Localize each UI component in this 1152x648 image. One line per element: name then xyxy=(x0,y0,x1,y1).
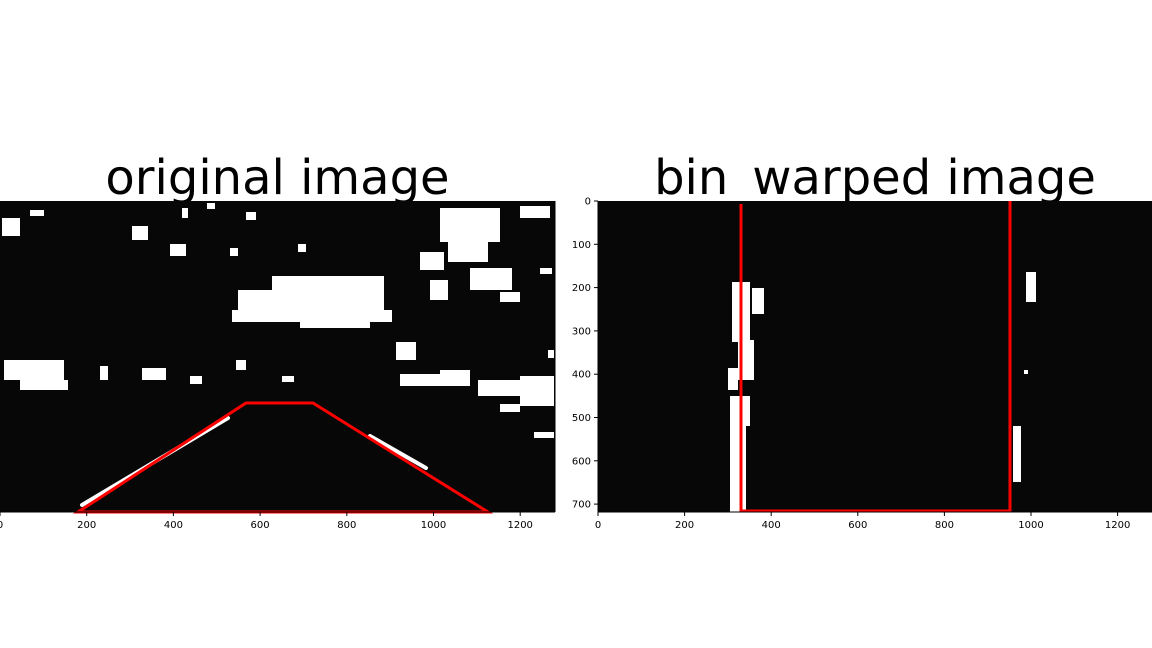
y-tick-label: 300 xyxy=(572,326,591,337)
x-tick-label: 600 xyxy=(848,520,867,531)
y-tick-label: 200 xyxy=(572,283,591,294)
y-tick-label: 500 xyxy=(572,413,591,424)
right-axes: 0 200 400 600 800 1000 1200 0 100 200 300 400 500 60… xyxy=(572,197,1152,531)
x-tick-label: 600 xyxy=(251,520,270,531)
x-tick-label: 200 xyxy=(77,520,96,531)
x-tick-label: 1200 xyxy=(507,520,532,531)
left-panel-title: original image xyxy=(105,150,450,206)
y-tick-label: 600 xyxy=(572,456,591,467)
right-panel-title: bin_warped image xyxy=(654,150,1096,206)
x-tick-label: 1000 xyxy=(1018,520,1043,531)
warp-rectangle xyxy=(739,201,1012,513)
left-noise-blobs xyxy=(2,203,554,438)
y-tick-label: 700 xyxy=(572,500,591,511)
x-tick-label: 400 xyxy=(164,520,183,531)
y-tick-label: 400 xyxy=(572,370,591,381)
x-tick-label: 800 xyxy=(337,520,356,531)
y-tick-label: 100 xyxy=(572,240,591,251)
x-tick-label: 1000 xyxy=(421,520,446,531)
x-tick-label: 200 xyxy=(675,520,694,531)
left-axes: 0 200 400 600 800 1000 1200 xyxy=(0,201,556,531)
x-tick-label: 400 xyxy=(762,520,781,531)
x-tick-label: 0 xyxy=(0,520,3,531)
x-tick-label: 0 xyxy=(595,520,601,531)
y-tick-label: 0 xyxy=(585,197,591,208)
left-image xyxy=(0,201,555,514)
right-image xyxy=(598,201,1152,513)
x-tick-label: 800 xyxy=(935,520,954,531)
x-tick-label: 1200 xyxy=(1105,520,1130,531)
